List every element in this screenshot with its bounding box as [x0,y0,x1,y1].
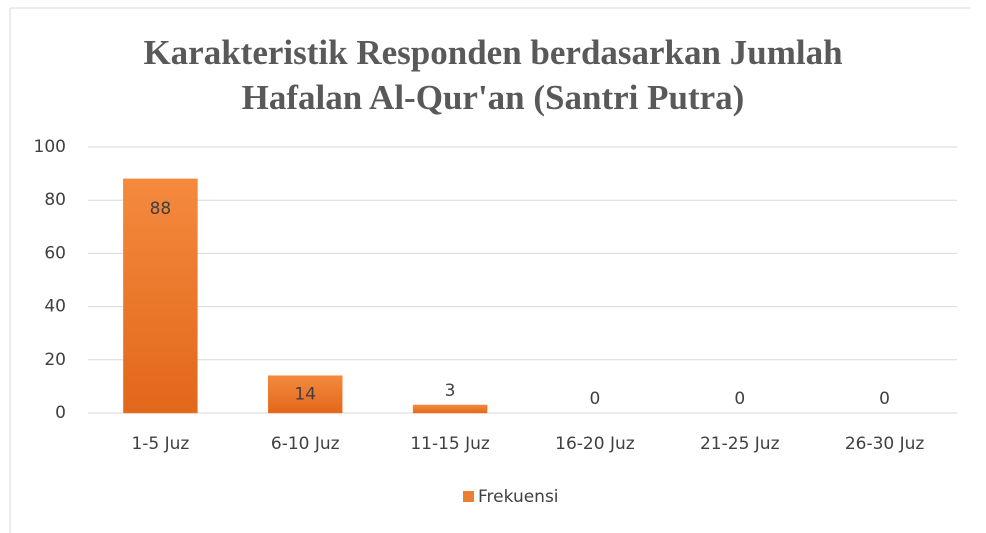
y-tick-label: 80 [44,190,66,210]
x-tick-label: 16-20 Juz [555,434,635,454]
data-label: 0 [590,389,601,409]
y-tick-label: 60 [44,243,66,263]
x-tick-label: 1-5 Juz [131,434,189,454]
y-tick-label: 40 [44,297,66,317]
frame [9,7,970,533]
legend-swatch [463,491,474,502]
data-label: 3 [445,381,456,401]
y-tick-label: 100 [34,137,66,157]
data-label: 0 [879,389,890,409]
x-tick-label: 26-30 Juz [845,434,925,454]
y-tick-label: 20 [44,350,66,370]
data-label: 14 [294,384,316,404]
bar [268,375,343,414]
x-tick-label: 11-15 Juz [410,434,490,454]
x-tick-label: 6-10 Juz [271,434,340,454]
bar [412,404,488,414]
chart-title: Karakteristik Responden berdasarkan Juml… [143,33,843,117]
x-tick-label: 21-25 Juz [700,434,780,454]
y-tick-label: 0 [55,403,66,423]
legend-label: Frekuensi [478,487,559,507]
data-label: 0 [734,389,745,409]
data-label: 88 [150,199,172,219]
bar [123,178,198,414]
